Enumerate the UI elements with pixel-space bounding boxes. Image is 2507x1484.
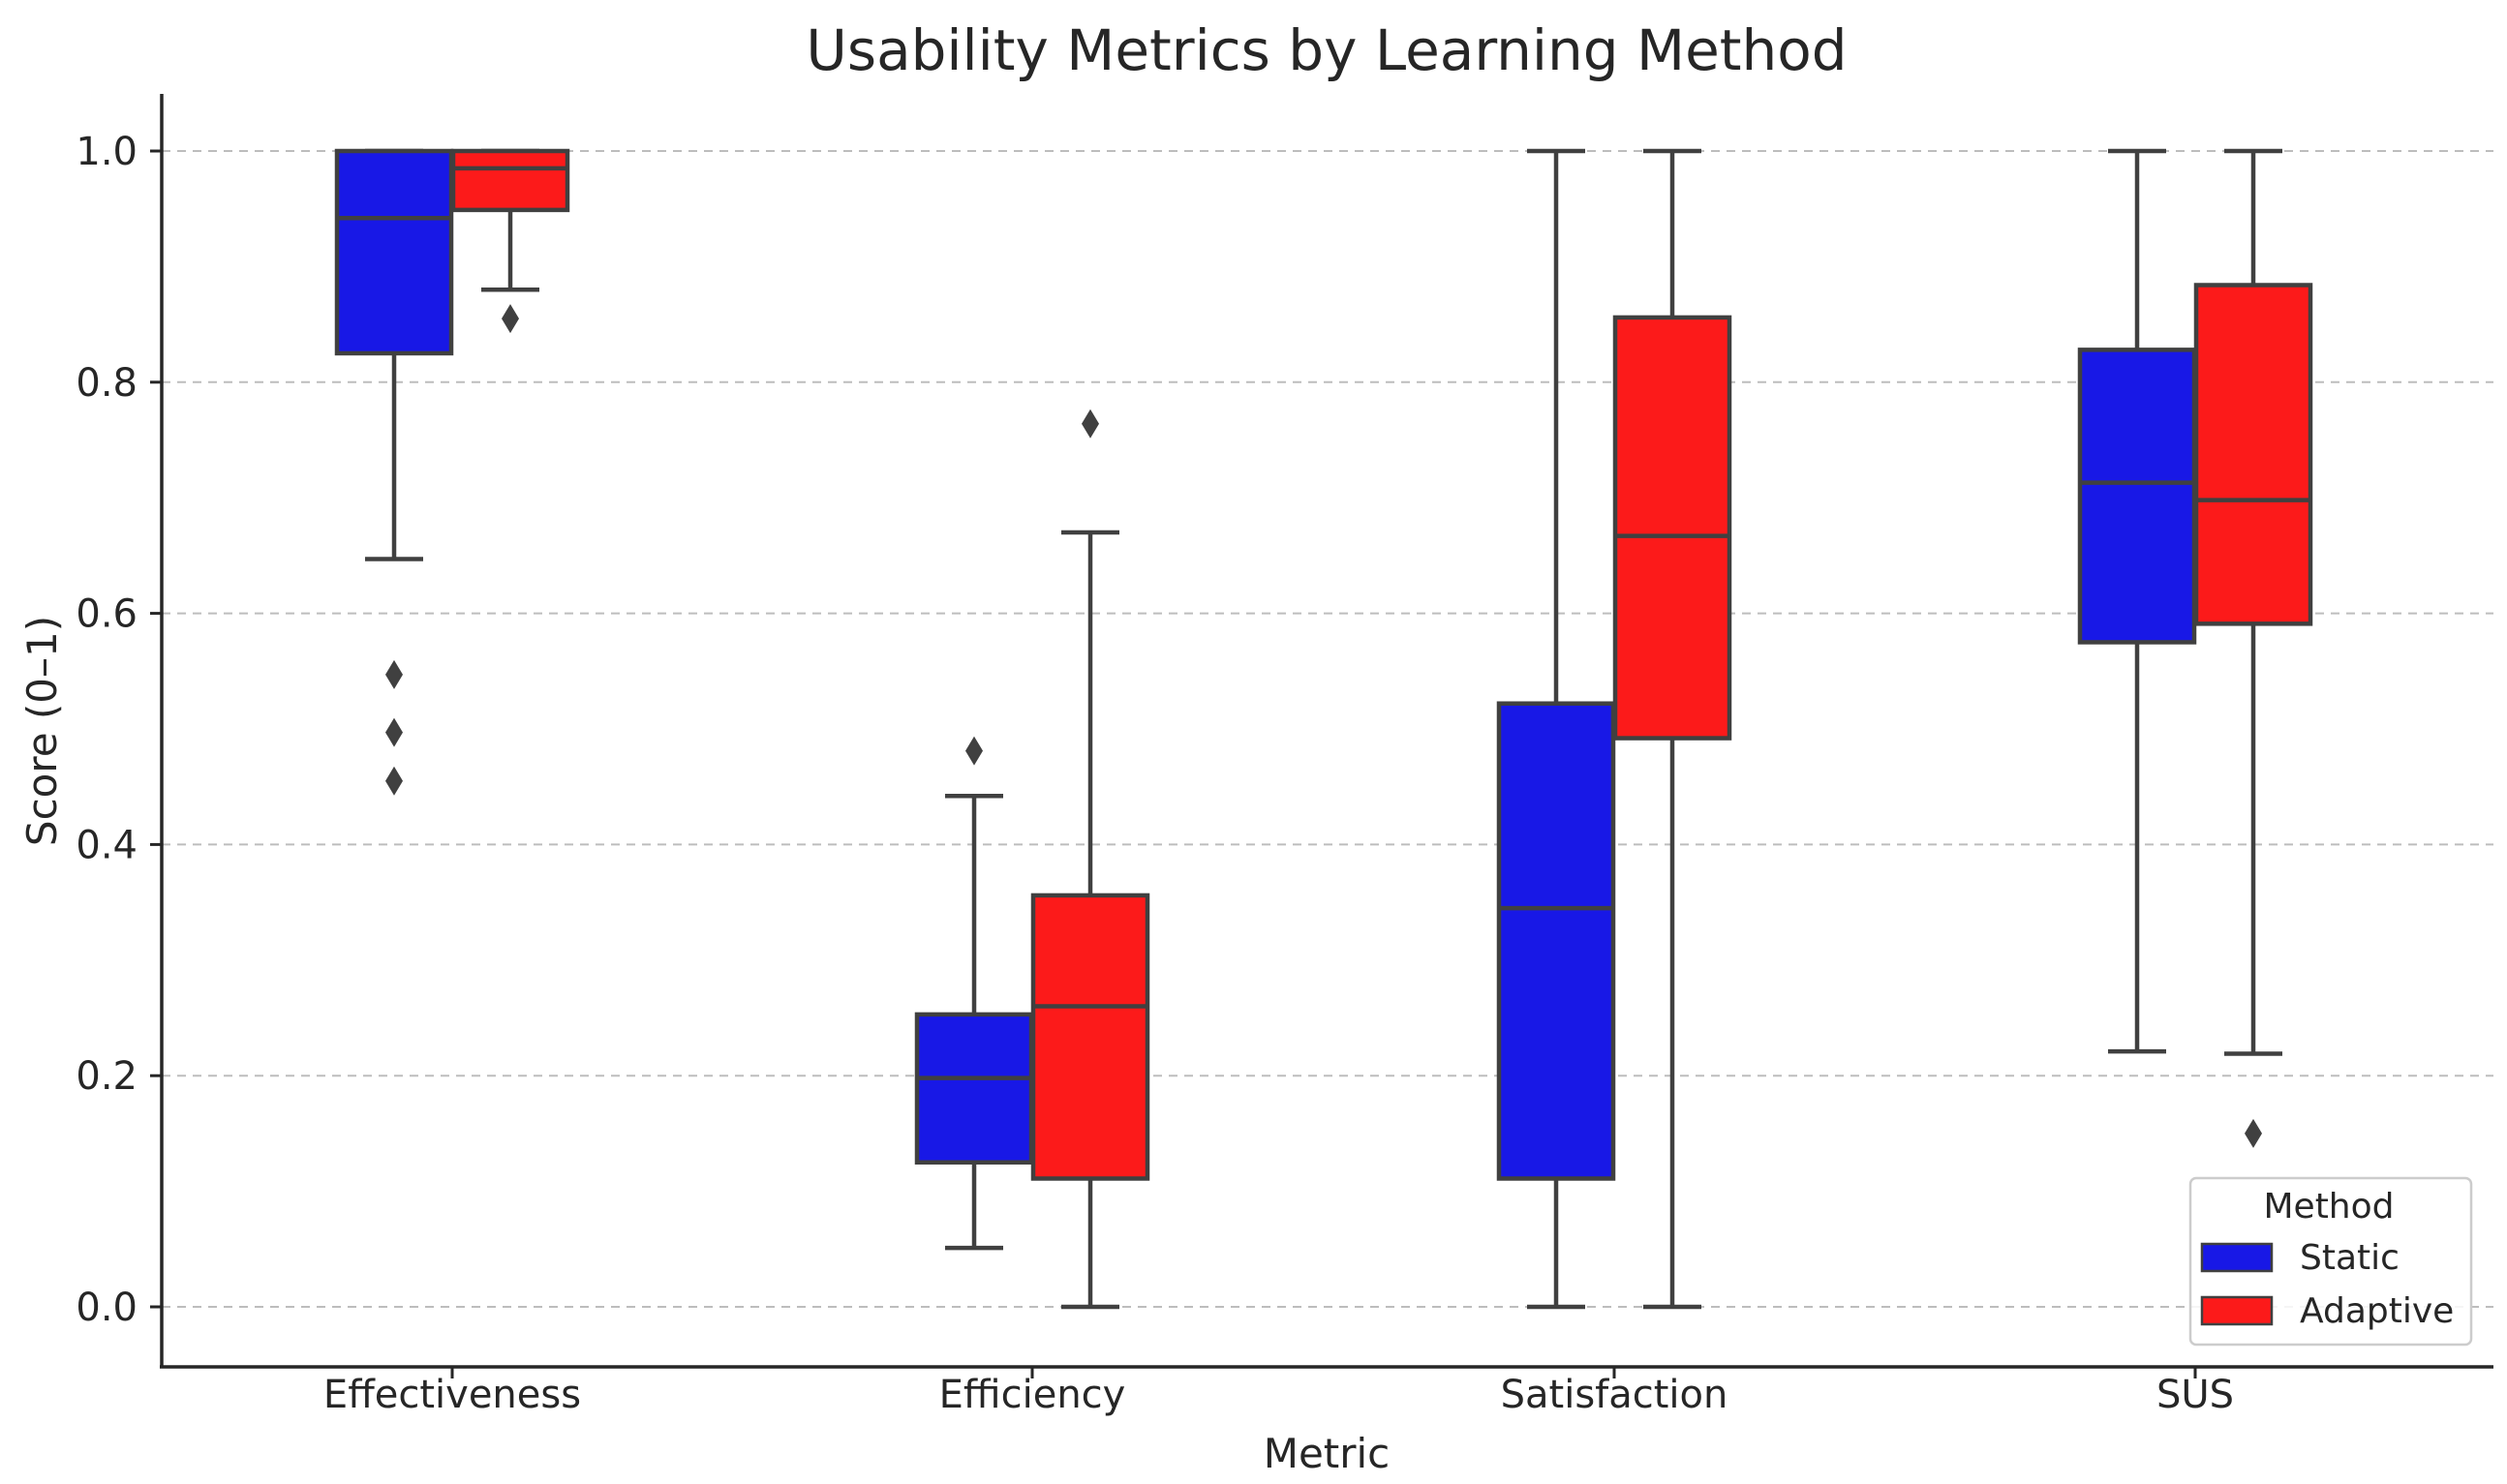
y-tick-label-3: 0.6 <box>76 592 138 637</box>
static-effectiveness-outlier-2 <box>385 766 403 796</box>
x-tick-label-0: Effectiveness <box>323 1373 581 1417</box>
adaptive-sus-box <box>2193 283 2313 626</box>
static-effectiveness-box-group <box>334 148 454 796</box>
x-axis-ticks: Effectiveness Efficiency Satisfaction SUS <box>323 1367 2234 1417</box>
static-effectiveness-outlier-1 <box>385 717 403 747</box>
static-satisfaction-box <box>1496 701 1616 1181</box>
adaptive-satisfaction-box-group <box>1612 148 1732 1310</box>
y-tick-label-5: 1.0 <box>76 130 138 174</box>
legend-swatch-adaptive <box>2200 1295 2274 1326</box>
adaptive-efficiency-outlier-0 <box>1082 409 1099 439</box>
adaptive-efficiency-box <box>1030 893 1150 1181</box>
y-tick-label-4: 0.8 <box>76 361 138 406</box>
adaptive-satisfaction-box <box>1612 315 1732 741</box>
static-efficiency-outlier-0 <box>965 736 983 766</box>
static-effectiveness-outlier-0 <box>385 659 403 689</box>
static-efficiency-box-group <box>914 736 1034 1251</box>
static-effectiveness-box <box>334 148 454 356</box>
x-axis-label: Metric <box>1264 1430 1391 1477</box>
x-tick-label-1: Efficiency <box>939 1373 1126 1417</box>
grid-lines <box>162 150 2493 1308</box>
x-tick-label-3: SUS <box>2156 1373 2234 1417</box>
chart-title: Usability Metrics by Learning Method <box>806 17 1847 83</box>
y-axis-ticks: 0.0 0.2 0.4 0.6 0.8 1.0 <box>76 130 162 1330</box>
legend: Method Static Adaptive <box>2188 1176 2473 1347</box>
legend-label-static: Static <box>2300 1238 2400 1278</box>
adaptive-sus-outlier-0 <box>2245 1118 2262 1148</box>
adaptive-effectiveness-box <box>450 148 570 213</box>
adaptive-effectiveness-box-group <box>450 148 570 334</box>
legend-label-adaptive: Adaptive <box>2300 1291 2454 1331</box>
static-sus-box-group <box>2077 148 2197 1054</box>
static-efficiency-box <box>914 1012 1034 1165</box>
adaptive-effectiveness-outlier-0 <box>502 304 519 334</box>
legend-title: Method <box>2263 1187 2394 1227</box>
plot-area <box>334 148 2313 1310</box>
y-tick-label-0: 0.0 <box>76 1286 138 1330</box>
x-tick-label-2: Satisfaction <box>1501 1373 1728 1417</box>
static-satisfaction-box-group <box>1496 148 1616 1310</box>
static-sus-box <box>2077 348 2197 645</box>
y-tick-label-2: 0.4 <box>76 823 138 867</box>
adaptive-sus-box-group <box>2193 148 2313 1148</box>
legend-swatch-static <box>2200 1242 2274 1273</box>
y-tick-label-1: 0.2 <box>76 1054 138 1099</box>
adaptive-efficiency-box-group <box>1030 409 1150 1310</box>
y-axis-label: Score (0–1) <box>18 616 66 846</box>
